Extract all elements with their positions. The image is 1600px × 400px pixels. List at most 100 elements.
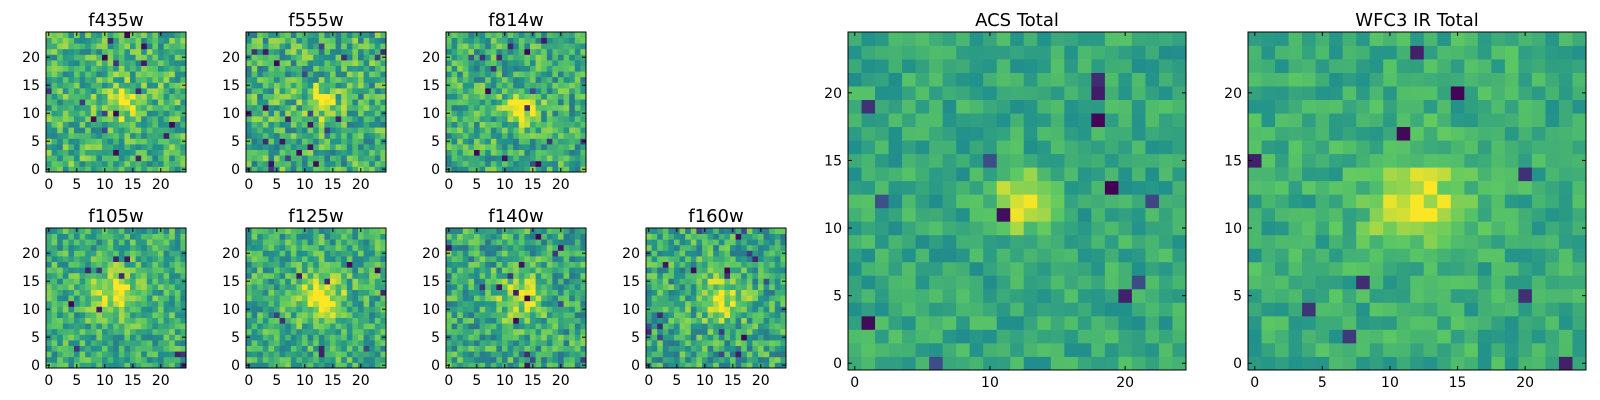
heatmap-cell [174, 48, 181, 55]
heatmap-cell [313, 228, 320, 234]
heatmap-cell [296, 65, 303, 72]
heatmap-cell [324, 295, 331, 302]
heatmap-cell [702, 356, 708, 363]
heatmap-cell [302, 71, 308, 78]
heatmap-cell [113, 362, 120, 369]
heatmap-cell [724, 284, 731, 290]
heatmap-cell [1010, 288, 1025, 303]
heatmap-cell [496, 278, 503, 285]
heatmap-cell [96, 233, 103, 240]
heatmap-cell [1077, 342, 1092, 357]
heatmap-cells [848, 32, 1187, 371]
heatmap-cell [335, 144, 342, 150]
heatmap-cell [1145, 302, 1160, 317]
heatmap-cell [163, 93, 170, 100]
heatmap-cell [546, 328, 553, 335]
heatmap-cell [563, 256, 570, 262]
heatmap-cell [46, 93, 52, 100]
heatmap-cell [358, 295, 364, 302]
heatmap-cell [1131, 275, 1146, 290]
heatmap-cell [113, 149, 120, 156]
heatmap-cell [552, 334, 559, 341]
heatmap-cell [85, 32, 92, 38]
heatmap-cell [118, 54, 125, 61]
y-tick-label: 10 [422, 106, 440, 122]
heatmap-cell [341, 345, 348, 352]
heatmap-cell [158, 306, 164, 313]
heatmap-cell [490, 345, 497, 352]
heatmap-cell [490, 295, 497, 302]
heatmap-cell [90, 37, 97, 44]
heatmap-cell [335, 155, 342, 162]
heatmap-cell [474, 104, 480, 111]
heatmap-cell [546, 127, 553, 134]
heatmap-cell [107, 65, 114, 72]
heatmap-cell [307, 160, 314, 167]
heatmap-cell [524, 351, 531, 358]
heatmap-cell [318, 138, 325, 145]
heatmap-cell [352, 284, 359, 290]
heatmap-cell [268, 334, 275, 341]
heatmap-cell [107, 60, 114, 66]
heatmap-cell [702, 278, 708, 285]
heatmap-cell [169, 54, 176, 61]
heatmap-cell [46, 312, 52, 318]
heatmap-cell [363, 323, 370, 330]
heatmap-cell [569, 356, 576, 363]
heatmap-cell [502, 323, 508, 330]
heatmap-cell [251, 76, 258, 83]
heatmap-cell [107, 127, 114, 134]
heatmap-cell [146, 48, 153, 55]
heatmap-cell [574, 272, 581, 279]
heatmap-cell [374, 116, 381, 122]
heatmap-cell [363, 295, 370, 302]
heatmap-cell [163, 256, 170, 262]
heatmap-cell [530, 60, 536, 66]
heatmap-cell [102, 312, 108, 318]
heatmap-cell [363, 267, 370, 274]
heatmap-cell [713, 267, 720, 274]
heatmap-cell [462, 323, 469, 330]
heatmap-cell [496, 284, 503, 290]
heatmap-cell [902, 207, 916, 222]
heatmap-cell [290, 144, 297, 150]
heatmap-cell [646, 233, 652, 240]
heatmap-cell [546, 289, 553, 296]
heatmap-cell [313, 116, 320, 122]
heatmap-cell [763, 289, 770, 296]
x-tick-label: 0 [244, 373, 253, 389]
heatmap-cell [535, 356, 542, 363]
heatmap-cell [369, 110, 376, 117]
heatmap-cell [541, 306, 548, 313]
heatmap-cell [102, 76, 108, 83]
heatmap-cell [246, 312, 252, 318]
heatmap-cell [363, 37, 370, 44]
heatmap-cell [324, 127, 331, 134]
heatmap-cell [462, 76, 469, 83]
heatmap-cell [318, 345, 325, 352]
heatmap-cell [546, 76, 553, 83]
heatmap-cell [1104, 342, 1119, 357]
heatmap-cell [96, 312, 103, 318]
heatmap-cell [730, 272, 736, 279]
heatmap-cell [535, 82, 542, 89]
heatmap-cell [262, 244, 269, 251]
heatmap-cell [758, 239, 764, 246]
heatmap-cell [363, 99, 370, 106]
heatmap-cell [929, 288, 944, 303]
heatmap-cell [662, 362, 669, 369]
heatmap-cell [352, 272, 359, 279]
heatmap-cell [352, 116, 359, 122]
heatmap-cell [180, 351, 187, 358]
heatmap-cell [1064, 288, 1079, 303]
heatmap-cell [79, 149, 86, 156]
heatmap-cell [1158, 248, 1173, 263]
heatmap-cell [130, 116, 136, 122]
heatmap-cell [763, 261, 770, 268]
heatmap-cell [285, 228, 292, 234]
heatmap-cell [569, 121, 576, 128]
heatmap-cell [457, 356, 464, 363]
heatmap-cell [651, 295, 658, 302]
